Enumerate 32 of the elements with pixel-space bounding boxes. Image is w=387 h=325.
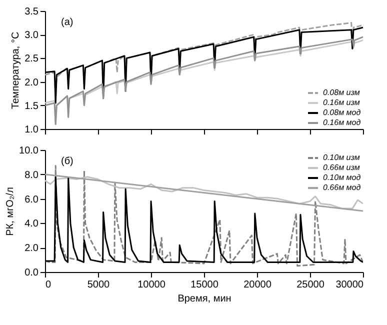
y-tick-label: 1.0 [24, 124, 39, 136]
legend-label: 0.66м мод [323, 183, 362, 192]
y-tick-label: 0.0 [24, 268, 39, 278]
legend-label: 0.16м мод [323, 118, 362, 127]
y-tick-label: 2.0 [24, 243, 39, 254]
legend-label: 0.08м изм [323, 88, 360, 97]
x-axis-title: Время, мин [178, 294, 232, 304]
x-tick-label: 30000 [336, 280, 364, 290]
y-tick-label: 2.5 [24, 54, 39, 65]
y-tick-label: 4.0 [24, 218, 39, 230]
y-tick-label: 6.0 [24, 194, 39, 206]
y-tick-label: 1.5 [24, 100, 39, 112]
y-tick-label: 3.5 [24, 6, 39, 18]
x-tick-label: 5000 [87, 280, 110, 290]
x-tick-label: 10000 [138, 280, 166, 290]
legend-label: 0.08м мод [323, 108, 362, 117]
y-tick-label: 8.0 [24, 170, 39, 181]
annotation: (б) [61, 156, 74, 167]
legend-label: 0.16м изм [323, 98, 360, 107]
x-tick-label: 25000 [296, 280, 325, 290]
x-tick-label: 15000 [190, 280, 219, 290]
y-tick-label: 3.0 [24, 30, 39, 42]
legend-label: 0.66м изм [323, 163, 360, 172]
y-axis-title: РК, мгО₂/л [5, 186, 16, 236]
legend-label: 0.10м изм [323, 153, 360, 162]
y-tick-label: 2.0 [24, 77, 39, 88]
x-tick-label: 0 [46, 280, 52, 290]
y-tick-label: 10.0 [19, 146, 39, 156]
annotation: (а) [61, 17, 74, 28]
x-tick-label: 20000 [244, 280, 272, 290]
y-axis-title: Температура, °С [10, 32, 22, 110]
legend-label: 0.10м мод [323, 173, 362, 182]
